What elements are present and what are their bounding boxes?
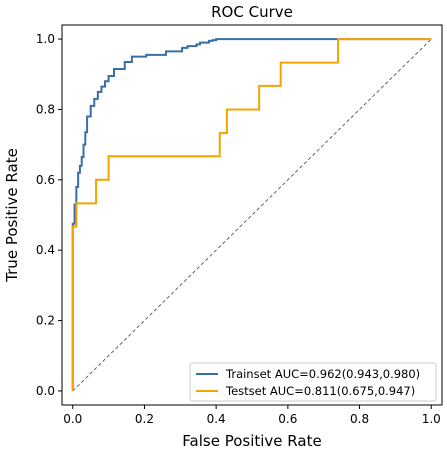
x-tick-label: 0.4	[207, 412, 226, 426]
plot-area	[71, 38, 432, 392]
y-tick-label: 0.6	[36, 173, 55, 187]
axis-ticks: 0.0 0.2 0.4 0.6 0.8 1.0 0.0 0.2 0.4 0.6 0.8 1.0	[36, 32, 441, 426]
chance-diagonal-line	[72, 38, 432, 392]
x-tick-label: 0.6	[278, 412, 297, 426]
legend-label: Trainset AUC=0.962(0.943,0.980)	[225, 367, 420, 381]
y-tick-label: 1.0	[36, 32, 55, 46]
x-tick-label: 0.8	[350, 412, 369, 426]
legend: Trainset AUC=0.962(0.943,0.980) Testset A…	[189, 362, 437, 402]
plot-frame	[61, 24, 443, 406]
testset-roc-line	[71, 38, 432, 391]
x-tick-label: 0.2	[135, 412, 154, 426]
trainset-roc-line	[71, 38, 432, 391]
legend-box	[189, 362, 437, 402]
chart-title: ROC Curve	[211, 3, 293, 21]
y-tick-label: 0.2	[36, 314, 55, 328]
y-tick-label: 0.8	[36, 102, 55, 116]
y-axis-label: True Positive Rate	[3, 148, 21, 283]
x-tick-label: 1.0	[422, 412, 441, 426]
y-tick-label: 0.4	[36, 243, 55, 257]
y-tick-label: 0.0	[36, 384, 55, 398]
x-tick-label: 0.0	[63, 412, 82, 426]
x-axis-label: False Positive Rate	[182, 432, 321, 450]
legend-label: Testset AUC=0.811(0.675,0.947)	[225, 384, 415, 398]
